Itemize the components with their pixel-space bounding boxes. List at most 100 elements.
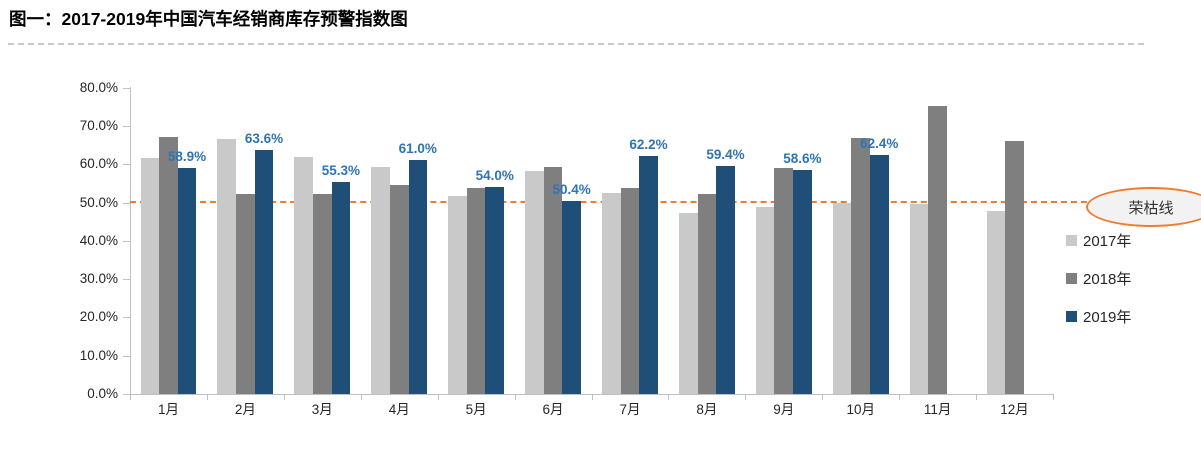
boom-bust-line-callout: 荣枯线	[1086, 187, 1201, 227]
y-axis-tick-label: 10.0%	[79, 347, 118, 363]
bar-2019年-4月	[408, 160, 428, 394]
x-axis-line	[130, 394, 1054, 395]
bar-2019年-6月	[562, 200, 581, 394]
bar-2018年-12月	[1005, 140, 1024, 394]
bar-2018年-10月	[851, 137, 870, 394]
data-label-8月: 59.4%	[706, 147, 745, 163]
y-axis-tick	[123, 317, 130, 319]
legend-label: 2018年	[1083, 271, 1132, 288]
y-axis-tick	[123, 355, 130, 357]
bar-2017年-10月	[832, 202, 852, 394]
x-axis-tick	[514, 395, 516, 400]
y-axis-tick-label: 80.0%	[79, 79, 118, 95]
bar-2018年-4月	[389, 184, 409, 394]
data-label-2月: 63.6%	[244, 131, 284, 147]
x-axis-category-label: 9月	[773, 402, 795, 417]
y-axis-tick-label: 70.0%	[79, 117, 118, 133]
legend-item-2018年: 2018年	[1066, 268, 1131, 289]
x-axis-tick	[206, 395, 208, 400]
x-axis-category-label: 5月	[465, 402, 487, 417]
bar-2019年-8月	[716, 166, 735, 394]
data-label-7月: 62.2%	[629, 136, 668, 152]
bar-2018年-7月	[620, 187, 640, 394]
y-axis-tick	[123, 202, 130, 204]
x-axis-category-label: 2月	[234, 402, 256, 417]
x-axis-tick	[745, 395, 747, 400]
x-axis-tick	[283, 395, 285, 400]
data-label-10月: 62.4%	[860, 136, 899, 151]
bar-2019年-5月	[485, 187, 505, 394]
bar-2017年-1月	[140, 158, 160, 394]
bar-2018年-5月	[466, 188, 486, 394]
x-axis-category-label: 11月	[923, 402, 952, 417]
figure-title: 图一：2017-2019年中国汽车经销商库存预警指数图	[9, 9, 408, 29]
x-axis-tick	[437, 395, 439, 400]
data-label-4月: 61.0%	[398, 141, 437, 157]
bar-2017年-2月	[217, 138, 237, 394]
legend-swatch-icon	[1066, 273, 1077, 284]
x-axis-category-label: 10月	[846, 402, 875, 417]
y-axis-tick-label: 20.0%	[79, 309, 118, 325]
legend-item-2019年: 2019年	[1066, 306, 1131, 327]
y-axis-tick-label: 60.0%	[79, 156, 118, 172]
data-label-9月: 58.6%	[783, 150, 822, 166]
data-label-1月: 58.9%	[167, 149, 207, 165]
bar-2017年-6月	[525, 171, 544, 394]
y-axis-line	[130, 87, 131, 394]
bar-2019年-1月	[177, 168, 197, 394]
bar-2017年-12月	[986, 211, 1006, 394]
y-axis-tick	[123, 394, 130, 395]
x-axis-tick	[360, 395, 362, 400]
bar-2017年-8月	[678, 213, 698, 394]
y-axis-tick	[123, 164, 130, 166]
bar-2019年-2月	[254, 150, 274, 394]
bar-2018年-11月	[928, 106, 947, 394]
bar-2018年-1月	[159, 136, 178, 394]
bar-2018年-9月	[774, 168, 794, 394]
y-axis-tick	[123, 240, 130, 242]
x-axis-category-label: 6月	[542, 402, 564, 417]
x-axis-tick	[591, 395, 593, 400]
bar-2019年-3月	[331, 182, 351, 394]
x-axis-category-label: 4月	[388, 402, 410, 417]
y-axis-tick	[123, 279, 130, 281]
bar-2017年-11月	[909, 204, 929, 394]
data-label-3月: 55.3%	[321, 163, 361, 179]
legend-label: 2019年	[1083, 309, 1132, 326]
bar-2017年-9月	[755, 207, 775, 394]
y-axis-tick-label: 0.0%	[87, 386, 118, 401]
bar-2018年-3月	[312, 194, 332, 394]
x-axis-tick	[976, 395, 978, 400]
data-label-6月: 50.4%	[552, 181, 591, 197]
x-axis-category-label: 1月	[157, 402, 179, 417]
x-axis-category-label: 7月	[619, 402, 641, 417]
data-label-5月: 54.0%	[475, 168, 514, 184]
x-axis-category-label: 8月	[696, 402, 718, 417]
bar-2019年-9月	[793, 169, 812, 394]
x-axis-tick	[822, 395, 824, 400]
y-axis-tick-label: 30.0%	[79, 271, 118, 287]
bar-2018年-2月	[236, 193, 255, 394]
legend: 2017年 2018年 2019年	[1066, 230, 1131, 327]
x-axis-tick	[130, 395, 131, 400]
legend-swatch-icon	[1066, 311, 1077, 322]
bar-2017年-3月	[294, 156, 313, 394]
bar-2019年-10月	[870, 155, 889, 394]
x-axis-category-label: 12月	[1000, 402, 1029, 417]
bar-2018年-6月	[543, 167, 563, 394]
x-axis-category-label: 3月	[311, 402, 333, 417]
bar-2017年-4月	[371, 167, 390, 394]
y-axis-tick	[123, 87, 130, 89]
legend-item-2017年: 2017年	[1066, 230, 1131, 251]
title-separator-line	[8, 43, 1144, 45]
x-axis-tick	[668, 395, 670, 400]
y-axis-tick-label: 50.0%	[79, 194, 118, 210]
y-axis-tick-label: 40.0%	[79, 232, 118, 248]
bar-2017年-7月	[602, 192, 621, 394]
y-axis-tick	[123, 125, 130, 127]
x-axis-tick	[899, 395, 901, 400]
bar-2019年-7月	[639, 155, 658, 394]
boom-bust-line-label: 荣枯线	[1128, 199, 1174, 217]
bar-2017年-5月	[448, 195, 467, 394]
